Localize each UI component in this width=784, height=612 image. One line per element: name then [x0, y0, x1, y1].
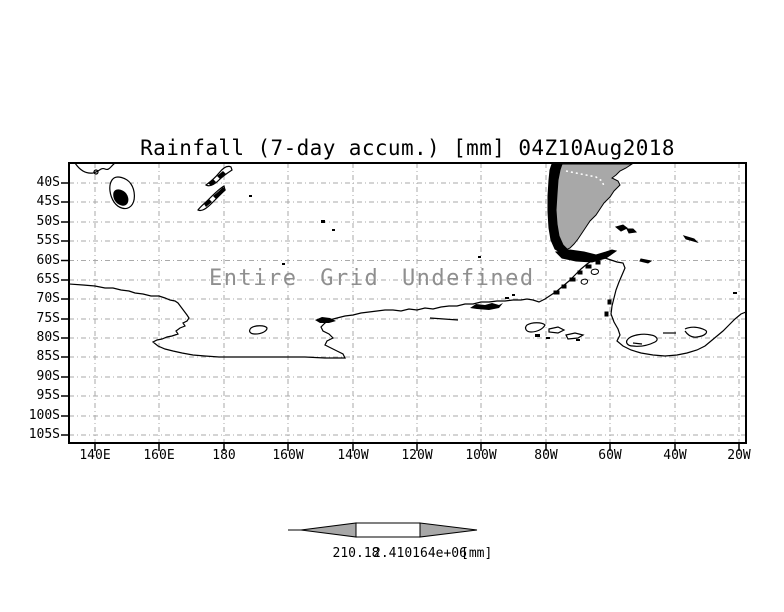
undefined-message: Entire Grid Undefined — [209, 266, 535, 291]
x-axis-label: 140W — [337, 448, 369, 463]
y-axis-label: 80S — [36, 330, 60, 345]
y-axis-label: 85S — [36, 349, 60, 364]
x-axis-label: 180 — [212, 448, 236, 463]
map-frame — [68, 162, 747, 444]
tierra-del-fuego — [554, 249, 618, 263]
falkland-islands — [614, 224, 638, 234]
colorbar-min-label: 210.18 — [332, 546, 380, 561]
x-axis-label: 60W — [598, 448, 622, 463]
south-georgia-island — [682, 235, 699, 243]
x-axis-label: 120W — [401, 448, 433, 463]
y-axis-label: 95S — [36, 388, 60, 403]
argentina-gray-fill — [555, 164, 633, 251]
graticule-gridlines — [69, 163, 746, 443]
plot-title: Rainfall (7-day accum.) [mm] 04Z10Aug201… — [140, 136, 675, 160]
new-zealand-coast — [197, 165, 233, 212]
y-axis-label: 75S — [36, 311, 60, 326]
x-axis-label: 40W — [663, 448, 687, 463]
south-america-land — [547, 164, 699, 263]
country-border-dashed — [565, 170, 605, 187]
y-axis-label: 60S — [36, 253, 60, 268]
antarctica-coastline — [70, 256, 745, 359]
x-axis-label: 140E — [79, 448, 111, 463]
colorbar-max-label: 2.410164e+06 — [373, 546, 467, 561]
ross-sea-islands — [249, 303, 503, 335]
alexander-island-group — [525, 322, 585, 341]
y-axis-label: 70S — [36, 291, 60, 306]
australia-tasmania-coast — [74, 164, 135, 210]
antarctic-peninsula-detail — [553, 258, 653, 317]
y-axis-label: 65S — [36, 272, 60, 287]
y-axis-label: 100S — [28, 408, 60, 423]
colorbar-band — [355, 522, 421, 538]
y-axis-label: 45S — [36, 194, 60, 209]
y-axis-label: 105S — [28, 427, 60, 442]
y-axis-label: 40S — [36, 175, 60, 190]
colorbar-units-label: [mm] — [461, 546, 493, 561]
y-axis-label: 55S — [36, 233, 60, 248]
x-axis-label: 160W — [272, 448, 304, 463]
y-axis-label: 50S — [36, 214, 60, 229]
colorbar — [288, 522, 478, 538]
x-axis-label: 80W — [534, 448, 558, 463]
axis-ticks — [61, 182, 740, 451]
colorbar-left-arrow — [300, 522, 357, 538]
colorbar-right-arrow — [419, 522, 478, 538]
x-axis-label: 160E — [143, 448, 175, 463]
y-axis-label: 90S — [36, 369, 60, 384]
weddell-sea-islands — [626, 326, 708, 347]
small-island-specks — [249, 195, 737, 299]
x-axis-label: 100W — [465, 448, 497, 463]
x-axis-label: 20W — [727, 448, 751, 463]
